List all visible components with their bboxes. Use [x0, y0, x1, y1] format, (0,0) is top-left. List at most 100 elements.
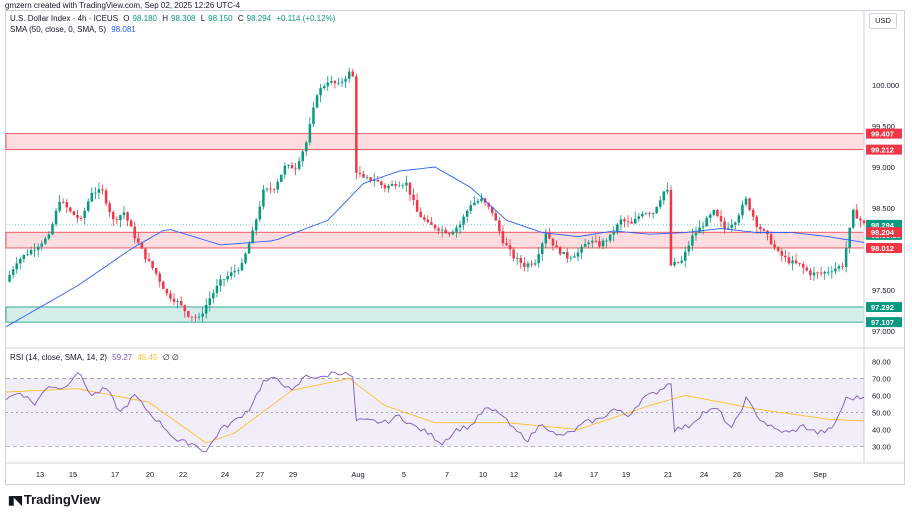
price-level-tag-text: 99.407 — [871, 130, 894, 139]
candle-body — [680, 260, 683, 263]
candle-body — [380, 181, 383, 185]
currency-button[interactable]: USD — [869, 13, 897, 29]
candle-body — [126, 212, 129, 221]
candle-body — [712, 210, 716, 215]
candle-body — [176, 301, 179, 302]
candle-body — [816, 272, 819, 274]
time-tick-label: 29 — [289, 470, 297, 479]
candle-body — [29, 250, 33, 255]
candle-body — [862, 220, 866, 224]
candle-body — [426, 219, 430, 223]
price-level-tag — [866, 128, 902, 139]
candle-body — [204, 304, 208, 314]
candle-body — [258, 206, 262, 220]
price-level-tag-text: 98.294 — [871, 221, 895, 230]
candle-body — [119, 215, 122, 220]
candle-body — [108, 203, 111, 213]
candle-body — [555, 245, 558, 248]
candle-body — [819, 272, 823, 274]
candle-body — [544, 233, 548, 244]
time-tick-label: 20 — [146, 470, 154, 479]
candle-body — [430, 222, 433, 225]
sma-value: 98.081 — [111, 25, 136, 34]
candle-body — [623, 219, 626, 222]
candle-body — [144, 248, 147, 260]
rsi-tick-label: 70.00 — [872, 374, 891, 383]
time-tick-label: 27 — [256, 470, 264, 479]
candle-body — [297, 161, 301, 169]
rsi-tick-label: 30.00 — [872, 442, 891, 451]
candle-body — [376, 180, 380, 182]
tradingview-brand[interactable]: ▮◥ TradingView — [8, 492, 100, 507]
candle-body — [744, 198, 748, 205]
symbol-name[interactable]: U.S. Dollar Index · 4h · ICEUS — [10, 14, 119, 23]
price-level-tag-text: 97.292 — [871, 303, 894, 312]
rsi-ma-value: 45.45 — [137, 353, 158, 362]
candle-body — [633, 218, 637, 224]
candle-body — [616, 224, 619, 233]
tradingview-logo-icon: ▮◥ — [8, 493, 22, 507]
candle-body — [197, 316, 201, 318]
time-tick-label: Sep — [813, 470, 826, 479]
candle-body — [709, 214, 712, 218]
candle-body — [86, 201, 90, 211]
candle-body — [755, 216, 759, 227]
symbol-legend: U.S. Dollar Index · 4h · ICEUS O 98.180 H… — [10, 14, 338, 23]
candle-body — [322, 86, 326, 89]
candle-body — [762, 229, 766, 231]
candle-body — [101, 189, 104, 191]
rsi-extra: ∅ ∅ — [162, 353, 179, 362]
candle-body — [533, 263, 537, 265]
candle-body — [655, 206, 658, 213]
candle-body — [305, 142, 308, 152]
candle-body — [405, 182, 408, 186]
price-level-tag-text: 99.212 — [871, 146, 894, 155]
candle-body — [333, 80, 337, 84]
candle-body — [648, 213, 651, 215]
candle-body — [641, 213, 644, 217]
candle-body — [358, 172, 362, 174]
rsi-label[interactable]: RSI (14, close, SMA, 14, 2) — [10, 353, 107, 362]
candle-body — [594, 240, 598, 242]
price-tick-label: 97.000 — [872, 327, 895, 336]
price-level-tag-text: 97.107 — [871, 318, 894, 327]
candle-body — [658, 200, 662, 207]
candle-body — [208, 298, 212, 305]
candle-body — [569, 257, 573, 259]
candle-body — [44, 238, 47, 244]
candle-body — [433, 224, 437, 229]
candle-body — [158, 273, 161, 282]
candle-body — [287, 165, 290, 166]
candle-body — [769, 234, 773, 245]
candle-body — [730, 224, 733, 228]
open-value: 98.180 — [132, 14, 157, 23]
rsi-line — [5, 371, 865, 453]
rsi-legend: RSI (14, close, SMA, 14, 2) 59.27 45.45 … — [10, 353, 182, 362]
candle-body — [548, 233, 551, 239]
candle-body — [283, 165, 287, 175]
candle-body — [576, 252, 580, 257]
candle-body — [172, 298, 176, 302]
candle-body — [691, 235, 694, 246]
candle-body — [33, 249, 36, 251]
candle-body — [448, 233, 451, 235]
candle-body — [8, 274, 11, 282]
candle-body — [229, 272, 233, 277]
candle-body — [458, 224, 462, 228]
candle-body — [254, 219, 258, 231]
candle-body — [301, 151, 304, 162]
candle-body — [630, 221, 633, 224]
candle-body — [355, 76, 358, 173]
candle-body — [705, 217, 708, 227]
candle-body — [812, 272, 816, 276]
sma-label[interactable]: SMA (50, close, 0, SMA, 5) — [10, 25, 107, 34]
candle-body — [805, 267, 809, 271]
candle-body — [244, 253, 247, 263]
candle-body — [669, 189, 673, 266]
candle-body — [347, 71, 351, 79]
candle-body — [129, 220, 133, 227]
candle-body — [837, 266, 841, 269]
candle-body — [69, 207, 72, 212]
candle-body — [580, 246, 583, 253]
